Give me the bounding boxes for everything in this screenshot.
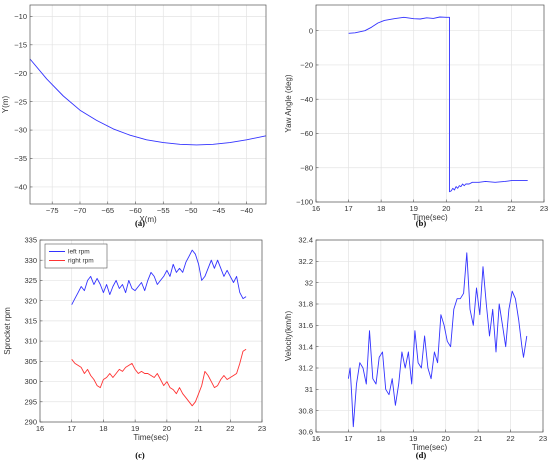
x-tick-label: 16 (36, 424, 44, 433)
series-line (29, 58, 267, 146)
y-tick-label: −10 (14, 12, 27, 21)
x-tick-label: 20 (442, 204, 450, 213)
y-tick-label: −20 (14, 69, 27, 78)
panel-a-trajectory-chart: −75 −70 −65 −60 −55 −50 −45 −40 −10 −15 −20 −25 −30 −… (1, 4, 267, 224)
x-tick-label: 20 (442, 434, 450, 443)
x-tick-label: 22 (506, 434, 514, 443)
x-tick-label: 21 (475, 204, 483, 213)
x-tick-label: 23 (539, 434, 547, 443)
y-tick-label: −80 (300, 163, 313, 172)
y-tick-label: −100 (296, 198, 313, 207)
y-tick-label: −40 (300, 95, 313, 104)
plot-area (316, 5, 544, 202)
y-tick-label: 330 (24, 256, 37, 265)
y-tick-label: 320 (24, 296, 37, 305)
y-axis-label: Sprocket rpm (3, 307, 12, 355)
panel-b-yaw-angle-chart: 16 17 18 19 20 21 22 23 0 −20 −40 −60 −80 −100 Time(se… (284, 4, 548, 222)
series-line (347, 252, 528, 428)
caption-c: (c) (135, 450, 145, 460)
x-tick-label: 20 (163, 424, 171, 433)
y-tick-label: −20 (300, 61, 313, 70)
x-tick-label: −45 (212, 206, 225, 215)
x-tick-label: 23 (540, 204, 548, 213)
x-tick-label: 22 (226, 424, 234, 433)
legend-entry: left rpm (68, 249, 90, 256)
legend-box (44, 243, 108, 269)
caption-d: (d) (416, 450, 427, 460)
y-tick-label: −35 (14, 154, 27, 163)
x-axis-label: Time(sec) (412, 443, 448, 452)
x-tick-label: 17 (344, 204, 352, 213)
caption-b: (b) (416, 218, 427, 228)
y-tick-label: 335 (24, 236, 37, 245)
y-tick-label: −25 (14, 97, 27, 106)
plot-area (316, 240, 543, 432)
panel-c-sprocket-rpm-chart: 16 17 18 19 20 21 22 23 335 330 325 320 315 310 305 300… (3, 236, 266, 442)
y-tick-label: 31.6 (298, 321, 313, 330)
x-tick-label: −70 (74, 206, 87, 215)
y-tick-label: 32 (305, 278, 313, 287)
x-axis-label: Time(sec) (133, 433, 169, 442)
y-axis-label: Velocity(km/h) (284, 311, 293, 362)
y-tick-label: −40 (14, 183, 27, 192)
x-tick-label: 19 (409, 434, 417, 443)
x-tick-label: 23 (258, 424, 266, 433)
y-axis-label: Y(m) (1, 96, 10, 114)
x-tick-label: 16 (312, 434, 320, 443)
y-tick-label: 30.6 (298, 428, 313, 437)
plot-frame (29, 4, 267, 205)
x-tick-label: 19 (131, 424, 139, 433)
x-tick-label: −75 (46, 206, 59, 215)
plot-area (30, 5, 266, 204)
y-tick-label: 315 (24, 316, 37, 325)
caption-a: (a) (135, 218, 145, 228)
x-tick-label: 17 (344, 434, 352, 443)
legend-entry: right rpm (68, 258, 94, 265)
plot-frame (315, 239, 544, 433)
y-tick-label: 32.2 (298, 257, 313, 266)
x-axis-label: X(m) (139, 215, 157, 224)
x-tick-label: 17 (68, 424, 76, 433)
y-tick-label: 31.2 (298, 364, 313, 373)
y-tick-label: 31.8 (298, 300, 313, 309)
legend: left rpm right rpm (44, 243, 108, 269)
y-axis-label: Yaw Angle (deg) (284, 74, 293, 132)
y-tick-label: 31.4 (298, 342, 313, 351)
x-tick-label: −55 (157, 206, 170, 215)
y-tick-label: 305 (24, 357, 37, 366)
y-tick-label: −15 (14, 40, 27, 49)
y-tick-label: 0 (309, 26, 313, 35)
series-line (348, 16, 528, 193)
y-tick-label: 325 (24, 276, 37, 285)
x-tick-label: 19 (410, 204, 418, 213)
x-tick-label: −40 (240, 206, 253, 215)
y-tick-label: 32.4 (298, 236, 313, 245)
plot-frame (315, 4, 545, 203)
x-tick-label: 16 (312, 204, 320, 213)
y-tick-label: 31 (305, 385, 313, 394)
plot-frame (39, 239, 263, 423)
x-tick-label: −65 (101, 206, 114, 215)
x-tick-label: 18 (377, 434, 385, 443)
x-tick-label: 18 (99, 424, 107, 433)
x-axis-label: Time(sec) (412, 213, 448, 222)
series-line-right-rpm (71, 348, 247, 407)
y-tick-label: 310 (24, 337, 37, 346)
y-tick-label: 300 (24, 377, 37, 386)
y-tick-label: 290 (24, 418, 37, 427)
y-tick-label: −30 (14, 126, 27, 135)
series-line-left-rpm (71, 249, 247, 305)
panel-d-velocity-chart: 16 17 18 19 20 21 22 23 32.4 32.2 32 31.8 31.6 31.4 31… (284, 236, 547, 452)
x-tick-label: 21 (194, 424, 202, 433)
x-tick-label: 22 (507, 204, 515, 213)
y-tick-label: 30.8 (298, 406, 313, 415)
plot-area (40, 240, 262, 422)
y-tick-label: −60 (300, 129, 313, 138)
x-tick-label: 21 (474, 434, 482, 443)
y-tick-label: 295 (24, 397, 37, 406)
x-tick-label: 18 (377, 204, 385, 213)
x-tick-label: −50 (185, 206, 198, 215)
x-tick-label: −60 (129, 206, 142, 215)
